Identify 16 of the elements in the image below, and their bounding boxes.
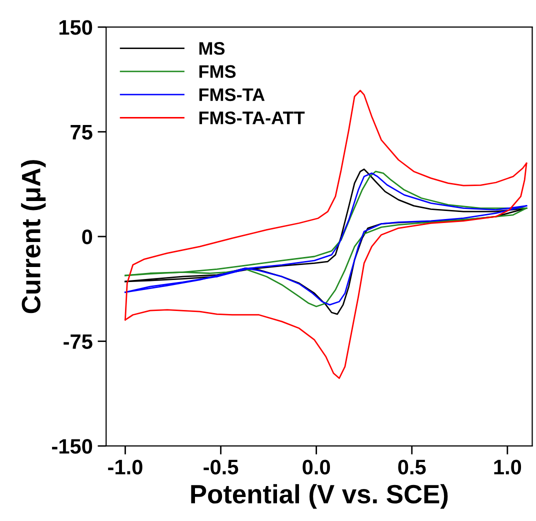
- legend-label: MS: [199, 42, 225, 55]
- y-tick-label: 150: [59, 20, 92, 35]
- legend-label: FMS-TA: [199, 88, 265, 102]
- legend-label: FMS-TA-ATT: [199, 111, 305, 124]
- x-tick-label: -0.5: [204, 460, 238, 474]
- y-tick-label: 0: [82, 230, 92, 244]
- y-tick-label: 75: [70, 125, 92, 140]
- x-tick-label: 0.5: [398, 460, 426, 474]
- x-tick-label: 0.0: [302, 460, 330, 474]
- x-tick-label: -1.0: [108, 460, 142, 474]
- y-tick-label: -150: [52, 438, 92, 454]
- legend-label: FMS: [199, 65, 236, 78]
- x-tick-label: 1.0: [494, 460, 522, 474]
- y-axis-title: Current (μA): [21, 160, 46, 314]
- y-tick-label: -75: [64, 334, 92, 350]
- x-axis-title: Potential (V vs. SCE): [191, 484, 448, 509]
